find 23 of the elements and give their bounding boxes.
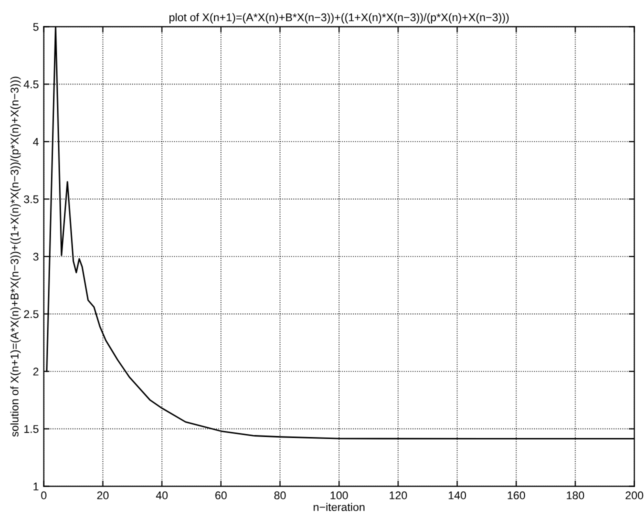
chart-title: plot of X(n+1)=(A*X(n)+B*X(n−3))+((1+X(n)*X(n−3))/(p*X(n)+X(n−3))) <box>170 13 509 24</box>
y-tick-label: 3 <box>33 252 38 261</box>
y-axis-title: solution of X(n+1)=(A*X(n)+B*X(n−3))+((1+X(n)*X(n−3))/(p*X(n)+X(n−3))) <box>10 76 21 437</box>
y-tick-label: 1.5 <box>24 425 38 433</box>
x-tick-label: 40 <box>156 491 168 500</box>
x-tick-label: 0 <box>41 491 46 500</box>
y-tick-label: 4.5 <box>24 80 38 88</box>
x-axis-title: n−iteration <box>314 502 364 512</box>
y-tick-label: 1 <box>34 482 38 490</box>
x-tick-label: 60 <box>215 491 227 500</box>
y-tick-label: 3.5 <box>24 195 38 204</box>
x-tick-label: 180 <box>566 491 584 500</box>
x-tick-label: 200 <box>626 491 644 500</box>
x-tick-label: 160 <box>508 491 526 500</box>
y-tick-label: 2.5 <box>24 310 38 318</box>
y-tick-label: 4 <box>33 138 39 146</box>
y-tick-label: 2 <box>33 368 38 376</box>
y-tick-label: 5 <box>33 23 38 31</box>
x-tick-label: 20 <box>97 491 109 500</box>
x-tick-label: 80 <box>274 491 286 500</box>
x-tick-label: 120 <box>390 491 407 500</box>
x-tick-label: 100 <box>330 491 348 500</box>
x-tick-label: 140 <box>448 491 466 500</box>
